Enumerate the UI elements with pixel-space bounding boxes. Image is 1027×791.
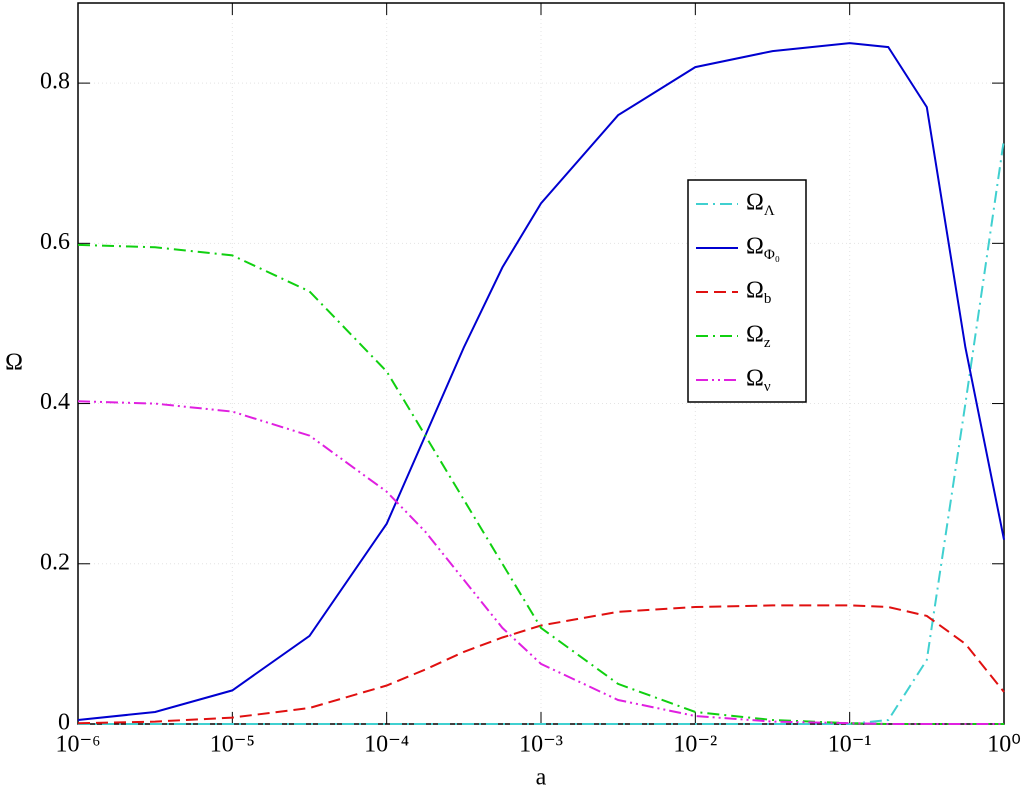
series-line — [77, 243, 1004, 725]
legend-label-subscript: Λ — [764, 203, 775, 219]
series-line — [77, 400, 1004, 725]
legend-label-subscript: b — [764, 291, 772, 307]
x-axis-label: a — [536, 765, 547, 791]
legend-label-subscript: Φ₀ — [764, 247, 780, 263]
x-tick-label: 10⁻² — [673, 732, 717, 758]
series-line — [77, 604, 1005, 725]
series-line — [78, 139, 1005, 725]
x-tick-label: 10⁰ — [987, 732, 1021, 758]
y-tick-label: 0.6 — [40, 229, 70, 255]
y-tick-label: 0.8 — [40, 69, 70, 95]
x-tick-label: 10⁻¹ — [828, 732, 872, 758]
x-tick-label: 10⁻⁶ — [55, 732, 100, 758]
y-tick-label: 0 — [58, 710, 70, 736]
x-tick-label: 10⁻⁵ — [210, 732, 255, 758]
y-tick-label: 0.4 — [40, 389, 70, 415]
y-axis-label: Ω — [5, 350, 23, 376]
x-tick-label: 10⁻⁴ — [364, 732, 409, 758]
legend-label-subscript: z — [764, 335, 771, 351]
y-tick-label: 0.2 — [40, 549, 70, 575]
x-tick-label: 10⁻³ — [519, 732, 563, 758]
series-line — [77, 42, 1005, 721]
legend-label-subscript: ν — [764, 379, 771, 395]
